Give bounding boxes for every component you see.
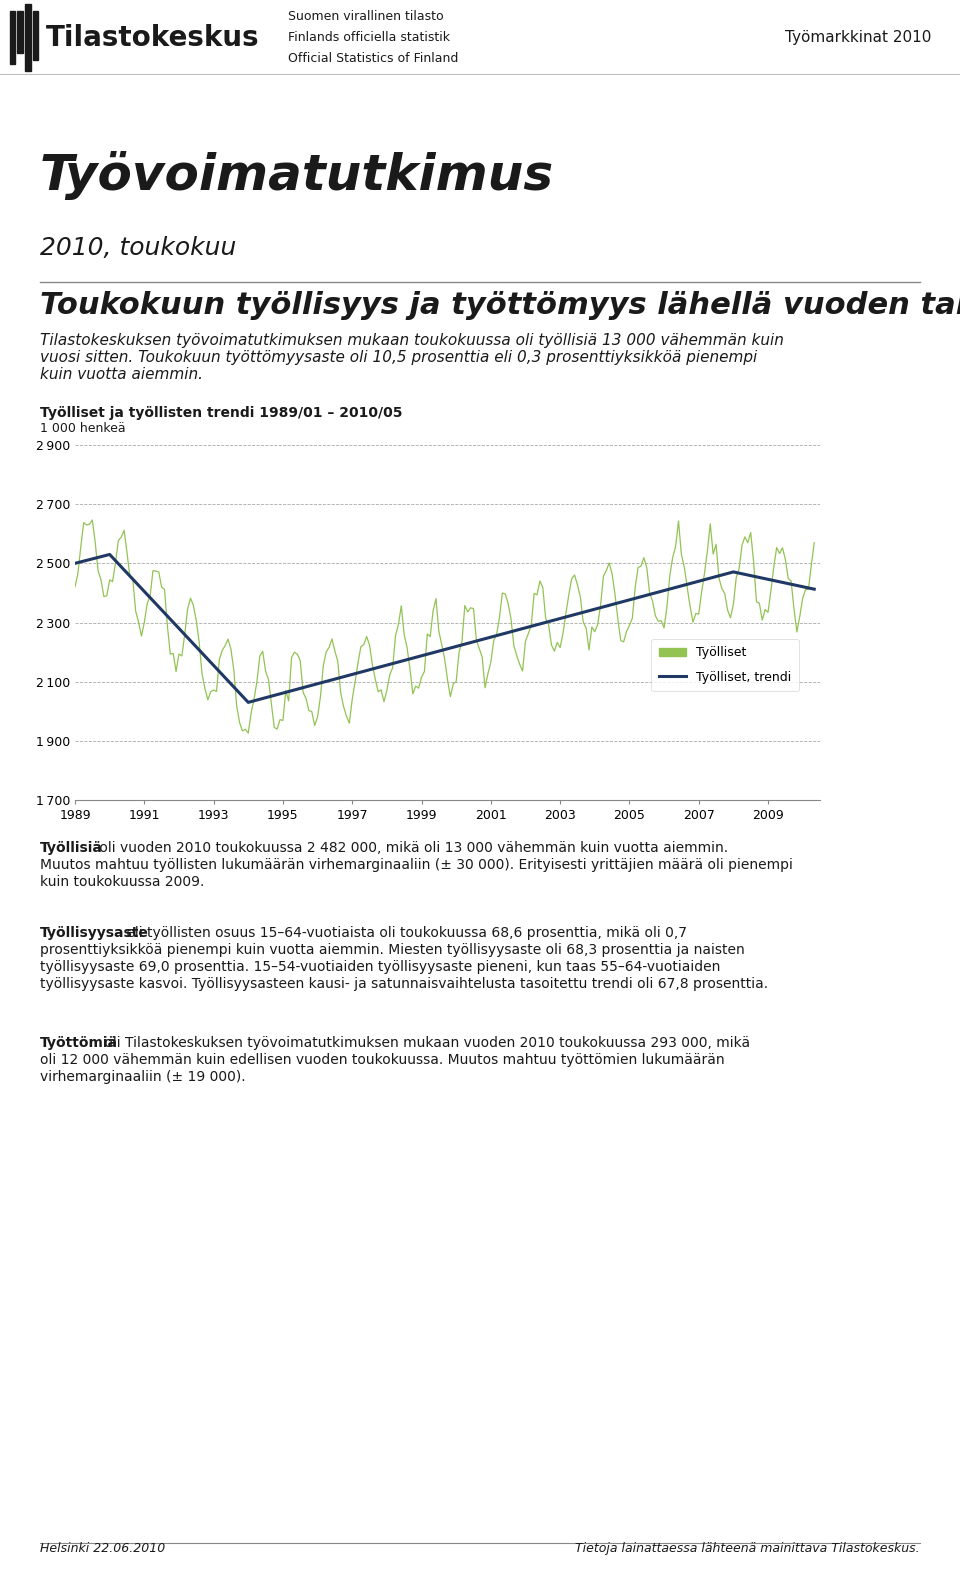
Text: prosenttiyksikköä pienempi kuin vuotta aiemmin. Miesten työllisyysaste oli 68,3 : prosenttiyksikköä pienempi kuin vuotta a… [40,943,745,957]
Legend: Työlliset, Työlliset, trendi: Työlliset, Työlliset, trendi [651,639,799,691]
Text: Toukokuun työllisyys ja työttömyys lähellä vuoden takaista: Toukokuun työllisyys ja työttömyys lähel… [40,292,960,320]
Text: Työlliset ja työllisten trendi 1989/01 – 2010/05: Työlliset ja työllisten trendi 1989/01 –… [40,406,402,420]
Bar [25,3,31,71]
Text: vuosi sitten. Toukokuun työttömyysaste oli 10,5 prosenttia eli 0,3 prosenttiyksi: vuosi sitten. Toukokuun työttömyysaste o… [40,350,757,365]
Text: Helsinki 22.06.2010: Helsinki 22.06.2010 [40,1542,165,1555]
Text: oli 12 000 vähemmän kuin edellisen vuoden toukokuussa. Muutos mahtuu työttömien : oli 12 000 vähemmän kuin edellisen vuode… [40,1052,725,1067]
Bar [33,11,38,60]
Text: virhemarginaaliin (± 19 000).: virhemarginaaliin (± 19 000). [40,1070,246,1084]
Text: Tilastokeskuksen työvoimatutkimuksen mukaan toukokuussa oli työllisiä 13 000 väh: Tilastokeskuksen työvoimatutkimuksen muk… [40,333,784,349]
Text: Tilastokeskus: Tilastokeskus [46,24,260,51]
Text: työllisyysaste kasvoi. Työllisyysasteen kausi- ja satunnaisvaihtelusta tasoitett: työllisyysaste kasvoi. Työllisyysasteen … [40,976,768,991]
Text: eli työllisten osuus 15–64-vuotiaista oli toukokuussa 68,6 prosenttia, mikä oli : eli työllisten osuus 15–64-vuotiaista ol… [122,926,687,940]
Text: Tietoja lainattaessa lähteenä mainittava Tilastokeskus.: Tietoja lainattaessa lähteenä mainittava… [575,1542,920,1555]
Text: oli Tilastokeskuksen työvoimatutkimuksen mukaan vuoden 2010 toukokuussa 293 000,: oli Tilastokeskuksen työvoimatutkimuksen… [100,1037,750,1049]
Text: Muutos mahtuu työllisten lukumäärän virhemarginaaliin (± 30 000). Erityisesti yr: Muutos mahtuu työllisten lukumäärän virh… [40,857,793,872]
Text: Työllisiä: Työllisiä [40,842,103,854]
Text: kuin toukokuussa 2009.: kuin toukokuussa 2009. [40,875,204,889]
Text: oli vuoden 2010 toukokuussa 2 482 000, mikä oli 13 000 vähemmän kuin vuotta aiem: oli vuoden 2010 toukokuussa 2 482 000, m… [95,842,728,854]
Text: kuin vuotta aiemmin.: kuin vuotta aiemmin. [40,368,203,382]
Text: Official Statistics of Finland: Official Statistics of Finland [288,52,458,65]
Text: 1 000 henkeä: 1 000 henkeä [40,422,126,434]
Text: Työllisyysaste: Työllisyysaste [40,926,149,940]
Bar [10,11,15,63]
Bar [17,11,23,52]
Text: Työttömiä: Työttömiä [40,1037,118,1049]
Text: Työmarkkinat 2010: Työmarkkinat 2010 [785,30,931,44]
Text: Finlands officiella statistik: Finlands officiella statistik [288,32,450,44]
Text: Työvoimatutkimus: Työvoimatutkimus [40,151,554,200]
Text: Työllisiä oli vuoden 2010 toukokuussa 2 482 000, mikä oli 13 000 vähemmän kuin v: Työllisiä oli vuoden 2010 toukokuussa 2 … [40,842,728,854]
Text: työllisyysaste 69,0 prosenttia. 15–54-vuotiaiden työllisyysaste pieneni, kun taa: työllisyysaste 69,0 prosenttia. 15–54-vu… [40,961,720,975]
Text: Suomen virallinen tilasto: Suomen virallinen tilasto [288,10,444,24]
Text: 2010, toukokuu: 2010, toukokuu [40,236,236,260]
